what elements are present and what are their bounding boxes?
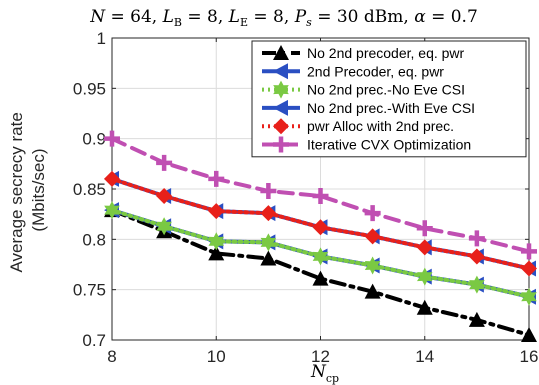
legend-label: pwr Alloc with 2nd prec. bbox=[307, 118, 454, 134]
x-tick-label: 10 bbox=[207, 347, 226, 366]
data-point bbox=[208, 203, 225, 220]
data-point bbox=[156, 217, 172, 236]
data-point bbox=[260, 183, 277, 200]
y-axis-label: Average secrecy rate (Mbits/sec) bbox=[7, 107, 48, 272]
data-point bbox=[416, 239, 433, 256]
legend-box bbox=[251, 40, 527, 158]
data-point bbox=[417, 267, 433, 286]
data-point bbox=[312, 188, 329, 205]
legend-entry: Iterative CVX Optimization bbox=[262, 136, 471, 153]
legend-entry: No 2nd precoder, eq. pwr bbox=[262, 45, 465, 61]
y-tick-label: 0.95 bbox=[73, 79, 106, 98]
x-tick-label: 8 bbox=[107, 347, 116, 366]
y-tick-label: 0.85 bbox=[73, 180, 106, 199]
data-point bbox=[468, 248, 485, 265]
data-point bbox=[364, 283, 381, 299]
data-point bbox=[104, 130, 120, 147]
data-point bbox=[416, 220, 433, 237]
y-tick-label: 0.7 bbox=[82, 331, 106, 350]
data-point bbox=[521, 326, 537, 342]
data-point bbox=[521, 243, 537, 260]
data-point bbox=[208, 170, 225, 187]
data-point bbox=[260, 233, 277, 252]
x-axis-label: Ncp bbox=[310, 362, 339, 385]
legend-marker bbox=[273, 136, 289, 153]
axes-box bbox=[111, 37, 530, 341]
x-tick-label: 14 bbox=[415, 347, 434, 366]
legend-entry: No 2nd prec.-With Eve CSI bbox=[262, 99, 475, 116]
legend-label: No 2nd prec.-No Eve CSI bbox=[307, 82, 465, 98]
x-tick-label: 12 bbox=[311, 347, 330, 366]
data-point bbox=[364, 256, 381, 275]
data-point bbox=[104, 170, 120, 187]
x-tick-label: 16 bbox=[520, 347, 539, 366]
series-layer bbox=[104, 130, 537, 342]
series-3 bbox=[104, 201, 537, 306]
data-point bbox=[260, 250, 277, 266]
data-point bbox=[208, 232, 224, 251]
legend-entry: pwr Alloc with 2nd prec. bbox=[262, 118, 454, 135]
data-point bbox=[156, 154, 173, 171]
legend-marker bbox=[273, 118, 289, 135]
series-5 bbox=[104, 170, 537, 277]
data-point bbox=[312, 247, 329, 266]
y-tick-label: 0.9 bbox=[82, 130, 106, 149]
series-1 bbox=[104, 202, 537, 342]
data-point bbox=[521, 287, 537, 306]
y-tick-label: 0.75 bbox=[73, 281, 106, 300]
data-point bbox=[156, 188, 173, 205]
legend-marker bbox=[273, 63, 288, 80]
data-point bbox=[468, 311, 485, 327]
data-point bbox=[312, 219, 329, 236]
data-point bbox=[416, 299, 433, 315]
legend: No 2nd precoder, eq. pwr 2nd Precoder, eq… bbox=[251, 40, 527, 158]
y-axis-label-line2: (Mbits/sec) bbox=[29, 148, 48, 231]
y-tick-label: 1 bbox=[97, 29, 106, 48]
legend-label: Iterative CVX Optimization bbox=[307, 137, 471, 153]
data-point bbox=[468, 230, 485, 247]
series-6 bbox=[104, 130, 537, 260]
data-point bbox=[364, 205, 381, 222]
data-point bbox=[521, 260, 537, 277]
data-point bbox=[469, 275, 485, 294]
data-point bbox=[312, 270, 329, 286]
legend-entry: No 2nd prec.-No Eve CSI bbox=[262, 80, 465, 99]
data-point bbox=[208, 245, 225, 261]
y-tick-label: 0.8 bbox=[82, 230, 106, 249]
chart-title: N = 64, LB = 8, LE = 8, Ps = 30 dBm, α =… bbox=[89, 7, 478, 29]
legend-label: 2nd Precoder, eq. pwr bbox=[307, 63, 444, 79]
legend-marker bbox=[273, 80, 289, 99]
y-axis-label-line1: Average secrecy rate bbox=[7, 112, 26, 272]
data-point bbox=[260, 205, 277, 222]
series-line bbox=[110, 136, 531, 254]
legend-label: No 2nd precoder, eq. pwr bbox=[307, 45, 465, 61]
data-point bbox=[104, 201, 120, 220]
legend-entry: 2nd Precoder, eq. pwr bbox=[262, 63, 444, 80]
legend-label: No 2nd prec.-With Eve CSI bbox=[307, 100, 475, 116]
legend-marker bbox=[273, 45, 289, 60]
data-point bbox=[364, 228, 381, 245]
legend-marker bbox=[273, 99, 288, 116]
